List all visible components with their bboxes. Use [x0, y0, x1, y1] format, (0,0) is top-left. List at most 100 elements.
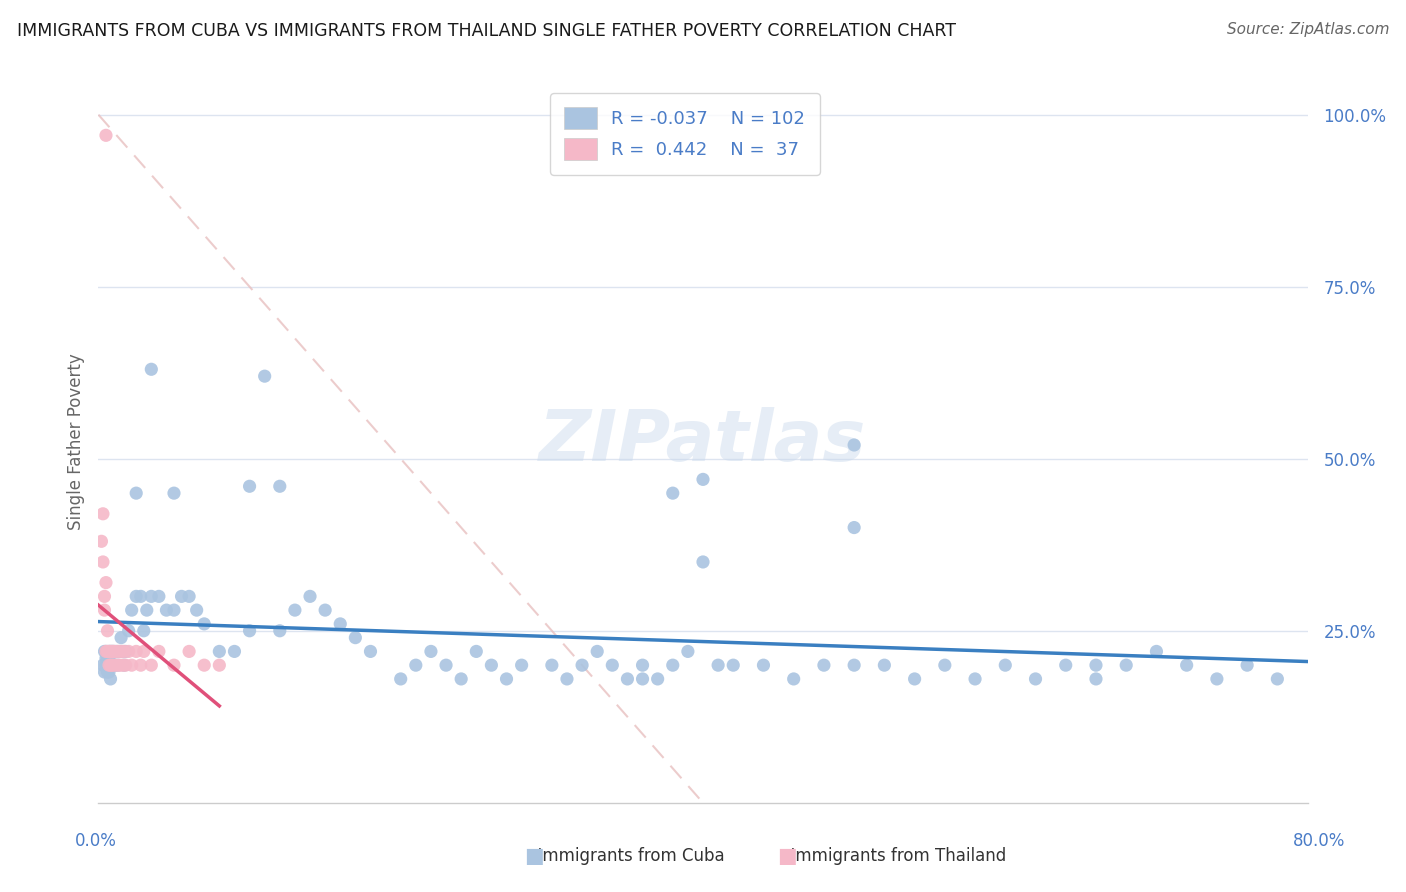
- Point: [94, 644, 117, 658]
- Point: [108, 644, 131, 658]
- Point: [118, 644, 141, 658]
- Point: [1085, 672, 1108, 686]
- Point: [208, 658, 231, 673]
- Point: [344, 631, 367, 645]
- Point: [481, 658, 503, 673]
- Point: [813, 658, 835, 673]
- Point: [114, 658, 136, 673]
- Point: [101, 658, 124, 673]
- Point: [434, 658, 457, 673]
- Point: [100, 644, 122, 658]
- Point: [647, 672, 669, 686]
- Point: [465, 644, 488, 658]
- Point: [1144, 644, 1167, 658]
- Point: [103, 644, 125, 658]
- Point: [129, 658, 152, 673]
- Y-axis label: Single Father Poverty: Single Father Poverty: [66, 353, 84, 530]
- Point: [631, 658, 654, 673]
- Point: [661, 658, 683, 673]
- Point: [103, 644, 125, 658]
- Point: [602, 658, 624, 673]
- Point: [965, 672, 987, 686]
- Point: [752, 658, 775, 673]
- Point: [148, 644, 170, 658]
- Point: [101, 644, 124, 658]
- Text: Source: ZipAtlas.com: Source: ZipAtlas.com: [1226, 22, 1389, 37]
- Point: [329, 616, 352, 631]
- Text: Immigrants from Cuba: Immigrants from Cuba: [527, 847, 725, 865]
- Point: [934, 658, 956, 673]
- Point: [616, 672, 638, 686]
- Text: Immigrants from Thailand: Immigrants from Thailand: [780, 847, 1007, 865]
- Point: [94, 658, 117, 673]
- Point: [163, 603, 186, 617]
- Point: [661, 486, 683, 500]
- Point: [121, 603, 143, 617]
- Point: [269, 479, 291, 493]
- Point: [107, 658, 129, 673]
- Point: [111, 658, 134, 673]
- Point: [692, 472, 714, 486]
- Point: [1054, 658, 1077, 673]
- Point: [224, 644, 246, 658]
- Point: [103, 658, 125, 673]
- Point: [1024, 672, 1046, 686]
- Point: [93, 590, 115, 604]
- Point: [96, 665, 118, 679]
- Point: [299, 590, 322, 604]
- Point: [314, 603, 336, 617]
- Point: [96, 651, 118, 665]
- Point: [179, 590, 201, 604]
- Point: [155, 603, 177, 617]
- Point: [94, 651, 117, 665]
- Point: [239, 479, 262, 493]
- Point: [91, 658, 114, 673]
- Point: [96, 644, 118, 658]
- Point: [110, 631, 132, 645]
- Point: [104, 644, 127, 658]
- Point: [98, 651, 121, 665]
- Point: [105, 658, 128, 673]
- Point: [91, 507, 114, 521]
- Point: [100, 658, 122, 673]
- Point: [141, 590, 163, 604]
- Point: [108, 658, 131, 673]
- Point: [91, 555, 114, 569]
- Point: [783, 672, 806, 686]
- Point: [239, 624, 262, 638]
- Point: [132, 624, 155, 638]
- Point: [904, 672, 927, 686]
- Point: [844, 438, 866, 452]
- Point: [284, 603, 307, 617]
- Point: [179, 644, 201, 658]
- Point: [105, 644, 128, 658]
- Point: [125, 590, 148, 604]
- Point: [129, 590, 152, 604]
- Point: [631, 672, 654, 686]
- Point: [450, 672, 472, 686]
- Point: [1206, 672, 1229, 686]
- Point: [571, 658, 593, 673]
- Text: ■: ■: [524, 847, 544, 866]
- Point: [125, 644, 148, 658]
- Point: [186, 603, 208, 617]
- Point: [107, 644, 129, 658]
- Point: [100, 658, 122, 673]
- Point: [135, 603, 157, 617]
- Point: [96, 624, 118, 638]
- Point: [101, 644, 124, 658]
- Point: [495, 672, 517, 686]
- Point: [98, 665, 121, 679]
- Point: [100, 644, 122, 658]
- Point: [93, 665, 115, 679]
- Point: [118, 624, 141, 638]
- Point: [94, 644, 117, 658]
- Point: [1236, 658, 1258, 673]
- Point: [1267, 672, 1289, 686]
- Point: [692, 555, 714, 569]
- Point: [98, 644, 121, 658]
- Point: [1175, 658, 1198, 673]
- Point: [98, 658, 121, 673]
- Point: [111, 644, 134, 658]
- Point: [103, 658, 125, 673]
